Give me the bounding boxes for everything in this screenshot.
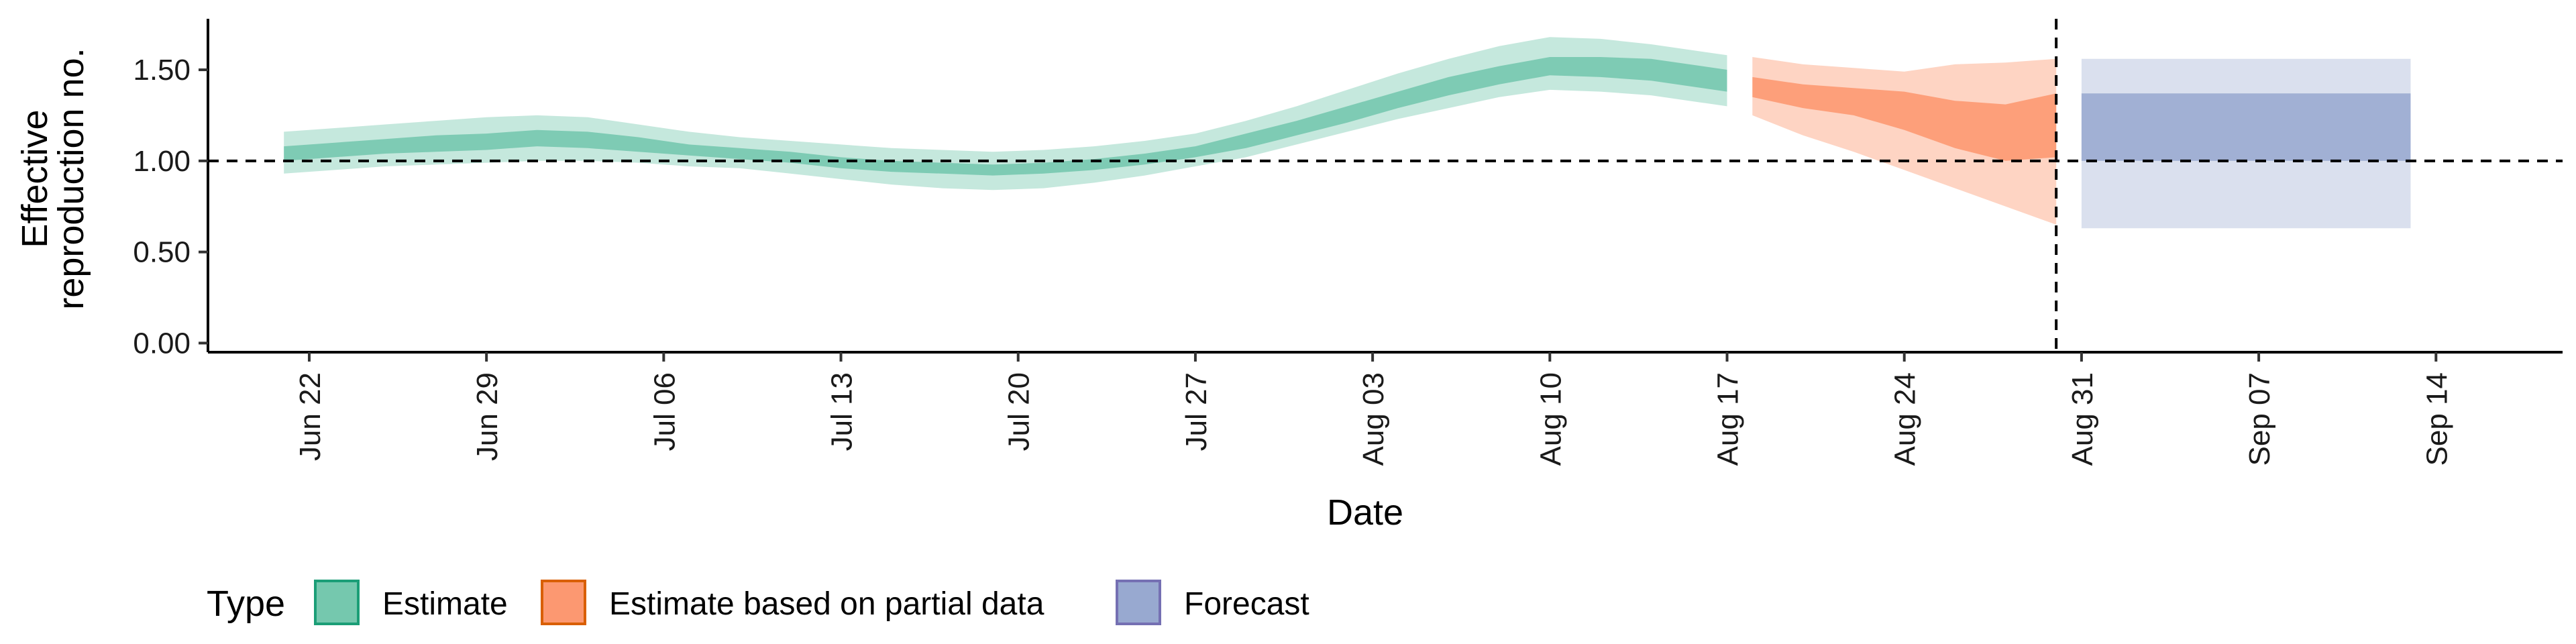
legend-label-estimate: Estimate xyxy=(382,586,508,622)
y-tick-label: 1.50 xyxy=(133,54,191,87)
x-tick-label: Jul 13 xyxy=(826,372,859,451)
y-tick-label: 0.50 xyxy=(133,236,191,269)
y-tick-label: 1.00 xyxy=(133,145,191,178)
series-estimate-based-on-partial-data xyxy=(1752,57,2057,225)
y-tick-label: 0.00 xyxy=(133,327,191,360)
x-tick-label: Aug 31 xyxy=(2066,372,2099,466)
x-tick-label: Jun 22 xyxy=(294,372,327,461)
axes xyxy=(207,19,2563,354)
band-layer xyxy=(284,37,2411,229)
x-tick-label: Jul 27 xyxy=(1180,372,1213,451)
series-estimate xyxy=(284,37,1727,191)
x-tick-label: Aug 24 xyxy=(1889,372,1922,466)
forecast-median xyxy=(2082,127,2411,129)
x-tick-label: Aug 03 xyxy=(1357,372,1390,466)
legend-key-estimate-based-on-partial-data xyxy=(541,580,586,625)
series-forecast xyxy=(2081,58,2411,229)
tick-layer: 0.00 0.50 1.00 1.50 Jun 22 Jun 29 Jul 06 Jul 13… xyxy=(15,48,2453,533)
x-tick-label: Sep 14 xyxy=(2420,372,2453,466)
forecast-band-50 xyxy=(2081,93,2411,161)
y-axis-title-line: Effective xyxy=(15,109,55,248)
y-axis-title-line: reproduction no. xyxy=(51,48,91,309)
estimate-based-on-partial-data-band-50 xyxy=(1752,76,2057,161)
legend-key-forecast xyxy=(1116,580,1161,625)
legend-label-forecast: Forecast xyxy=(1184,586,1309,622)
y-axis-title: Effectivereproduction no. xyxy=(15,48,91,309)
x-axis-title: Date xyxy=(1327,492,1403,533)
reference-lines xyxy=(208,19,2563,352)
x-tick-label: Jun 29 xyxy=(471,372,504,461)
legend-key-estimate xyxy=(314,580,360,625)
x-tick-label: Aug 17 xyxy=(1712,372,1745,466)
x-tick-label: Jul 20 xyxy=(1003,372,1036,451)
legend-label-estimate-based-on-partial-data: Estimate based on partial data xyxy=(609,586,1044,622)
legend: Type Estimate Estimate based on partial da… xyxy=(207,580,1309,625)
x-tick-label: Jul 06 xyxy=(648,372,681,451)
x-tick-label: Aug 10 xyxy=(1534,372,1567,466)
x-tick-label: Sep 07 xyxy=(2243,372,2276,466)
legend-title: Type xyxy=(207,584,285,624)
estimate-band-50 xyxy=(284,57,1727,176)
